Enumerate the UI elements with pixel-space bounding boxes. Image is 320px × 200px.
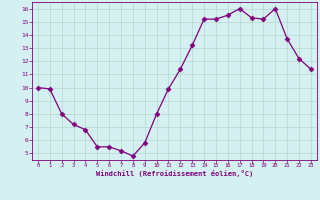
X-axis label: Windchill (Refroidissement éolien,°C): Windchill (Refroidissement éolien,°C) <box>96 170 253 177</box>
